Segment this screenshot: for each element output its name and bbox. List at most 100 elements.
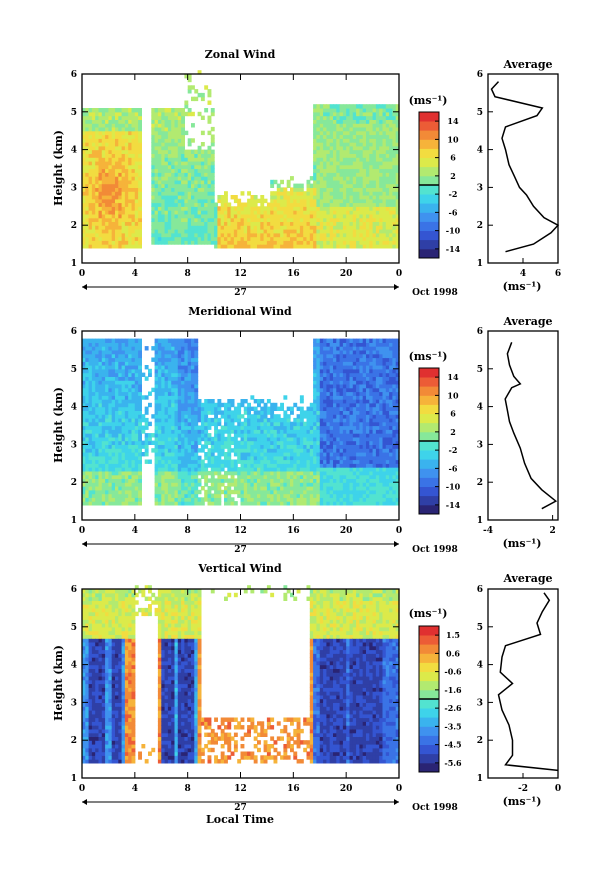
heatmap-cell — [299, 225, 304, 230]
heatmap-cell — [98, 406, 103, 411]
heatmap-cell — [101, 486, 106, 491]
heatmap-cell — [349, 232, 354, 238]
heatmap-cell — [124, 134, 129, 139]
heatmap-cell — [181, 157, 185, 162]
heatmap-cell — [171, 414, 176, 419]
heatmap-cell — [362, 153, 367, 158]
heatmap-cell — [356, 164, 360, 170]
heatmap-cell — [111, 244, 116, 249]
heatmap-cell — [134, 357, 139, 362]
heatmap-cell — [309, 195, 314, 200]
heatmap-cell — [210, 217, 215, 222]
heatmap-cell — [154, 436, 159, 442]
heatmap-cell — [194, 387, 199, 393]
heatmap-cell — [88, 414, 93, 419]
heatmap-cell — [356, 104, 360, 109]
heatmap-cell — [95, 157, 100, 162]
heatmap-cell — [98, 482, 103, 487]
heatmap-cell — [174, 221, 179, 226]
heatmap-cell — [134, 221, 139, 226]
heatmap-cell — [299, 213, 304, 219]
heatmap-cell — [359, 142, 364, 147]
heatmap-cell — [111, 448, 116, 453]
heatmap-cell — [194, 372, 199, 377]
heatmap-cell — [111, 195, 116, 200]
heatmap-cell — [88, 183, 93, 188]
heatmap-cell — [91, 361, 96, 366]
heatmap-cell — [346, 229, 351, 234]
heatmap-cell — [177, 191, 182, 196]
heatmap-cell — [362, 176, 367, 181]
heatmap-cell — [95, 176, 100, 181]
heatmap-cell — [131, 349, 136, 355]
heatmap-cell — [283, 225, 288, 230]
heatmap-cell — [138, 353, 142, 359]
heatmap-cell — [101, 240, 106, 245]
heatmap-cell — [194, 229, 199, 234]
heatmap-cell — [138, 183, 142, 188]
heatmap-cell — [121, 399, 126, 404]
heatmap-cell — [356, 198, 360, 204]
heatmap-cell — [161, 176, 166, 181]
heatmap-cell — [95, 444, 100, 449]
heatmap-cell — [95, 482, 100, 487]
heatmap-cell — [138, 429, 142, 434]
heatmap-cell — [389, 104, 393, 109]
heatmap-cell — [210, 134, 215, 139]
heatmap-cell — [111, 138, 116, 143]
heatmap-cell — [230, 225, 235, 230]
heatmap-cell — [329, 225, 334, 230]
heatmap-cell — [82, 436, 86, 442]
heatmap-cell — [164, 142, 169, 147]
heatmap-cell — [128, 202, 133, 207]
heatmap-cell — [91, 240, 96, 245]
heatmap-cell — [161, 338, 166, 343]
heatmap-cell — [276, 210, 281, 215]
heatmap-cell — [372, 111, 377, 117]
heatmap-cell — [151, 191, 156, 196]
heatmap-cell — [154, 406, 159, 411]
heatmap-cell — [111, 361, 116, 366]
heatmap-cell — [224, 244, 228, 249]
date-label: Oct 1998 — [412, 288, 458, 298]
heatmap-cell — [124, 346, 129, 351]
heatmap-cell — [167, 126, 172, 132]
heatmap-cell — [131, 225, 136, 230]
heatmap-cell — [177, 145, 182, 151]
heatmap-cell — [342, 111, 347, 117]
heatmap-cell — [131, 236, 136, 241]
heatmap-cell — [167, 372, 172, 377]
heatmap-cell — [319, 157, 324, 162]
heatmap-cell — [214, 425, 218, 430]
heatmap-cell — [154, 474, 159, 479]
heatmap-cell — [366, 206, 370, 211]
heatmap-cell — [359, 232, 364, 238]
heatmap-cell — [161, 406, 166, 411]
heatmap-cell — [118, 482, 123, 487]
heatmap-cell — [161, 395, 166, 400]
heatmap-cell — [108, 429, 113, 434]
heatmap-cell — [91, 213, 96, 219]
heatmap-cell — [101, 164, 106, 170]
heatmap-cell — [131, 126, 136, 132]
heatmap-cell — [138, 380, 142, 385]
heatmap-cell — [174, 236, 179, 241]
heatmap-cell — [293, 221, 298, 226]
heatmap-cell — [101, 142, 106, 147]
heatmap-cell — [108, 142, 113, 147]
heatmap-cell — [313, 138, 317, 143]
heatmap-cell — [111, 206, 116, 211]
heatmap-cell — [124, 191, 129, 196]
heatmap-cell — [392, 202, 397, 207]
heatmap-cell — [144, 452, 149, 457]
heatmap-cell — [101, 225, 106, 230]
heatmap-cell — [323, 229, 327, 234]
heatmap-cell — [187, 240, 192, 245]
heatmap-cell — [105, 349, 109, 355]
heatmap-cell — [382, 236, 387, 241]
heatmap-cell — [108, 489, 113, 495]
heatmap-cell — [369, 202, 374, 207]
heatmap-cell — [98, 489, 103, 495]
heatmap-cell — [108, 493, 113, 498]
heatmap-cell — [171, 444, 176, 449]
